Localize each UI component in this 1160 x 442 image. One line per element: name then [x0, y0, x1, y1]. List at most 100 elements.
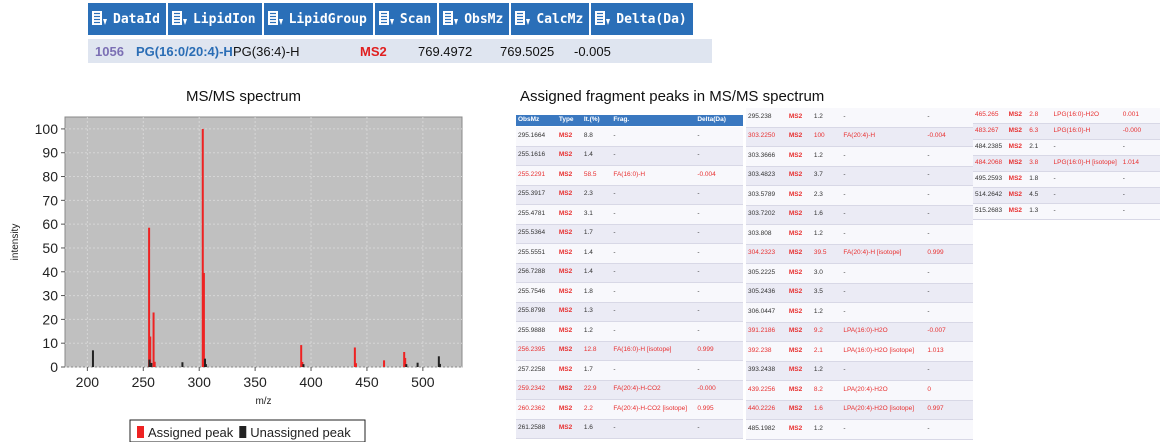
cell: 255.7546 — [518, 287, 546, 295]
cell: - — [927, 190, 930, 198]
y-tick-label: 40 — [42, 264, 58, 280]
icon-arrow — [278, 19, 283, 25]
cell: 1.2 — [583, 326, 593, 334]
fragment-row: 306.0447 MS2 1.2 - - — [746, 303, 973, 323]
cell: MS2 — [1008, 111, 1023, 118]
column-label: CalcMz — [536, 11, 584, 27]
cell: 0.999 — [927, 249, 944, 257]
cell: MS2 — [788, 151, 803, 159]
legend-label: Assigned peak — [148, 425, 234, 440]
fragment-row: 261.2588 MS2 1.6 - - — [516, 419, 743, 439]
cell: 0.997 — [927, 405, 944, 413]
column-header[interactable]: ObsMz — [439, 3, 510, 35]
sort-icon — [92, 11, 107, 25]
result-row: 1056 PG(16:0/20:4)-H PG(36:4)-H MS2 769.4972… — [88, 39, 712, 63]
cell: 295.1664 — [518, 131, 546, 139]
cell: 465.265 — [975, 111, 999, 118]
cell: - — [613, 151, 616, 159]
column-header: Frag. — [613, 116, 630, 123]
cell: 22.9 — [583, 385, 597, 393]
cell: 255.9888 — [518, 326, 546, 334]
cell: 2.8 — [1029, 111, 1039, 118]
cell: 260.2362 — [518, 404, 546, 412]
x-tick-label: 450 — [355, 374, 379, 390]
cell: 8.8 — [583, 131, 593, 139]
legend-swatch — [137, 426, 144, 438]
column-header[interactable]: CalcMz — [511, 3, 590, 35]
cell: - — [927, 151, 930, 159]
cell: MS2 — [788, 366, 803, 374]
cell: 2.3 — [813, 190, 823, 198]
legend-label: Unassigned peak — [250, 425, 351, 440]
y-tick-label: 70 — [42, 192, 58, 208]
fragment-row: 255.7546 MS2 1.8 - - — [516, 283, 743, 303]
cell: 259.2342 — [518, 385, 546, 393]
column-header[interactable]: Delta(Da) — [591, 3, 693, 35]
peak — [91, 350, 94, 367]
cell: - — [697, 229, 700, 237]
cell: LPA(16:0)-H2O — [843, 327, 888, 335]
x-tick-label: 500 — [411, 374, 435, 390]
peak — [204, 358, 207, 367]
spectrum-chart: MS/MS spectrum 0 10 20 30 40 50 60 70 80 90 100 200 2… — [10, 88, 463, 442]
fragment-row: 255.5364 MS2 1.7 - - — [516, 224, 743, 244]
cell: - — [1122, 191, 1125, 198]
peak — [353, 347, 356, 367]
fragment-row: 256.7288 MS2 1.4 - - — [516, 263, 743, 283]
cell: 1.6 — [813, 210, 823, 218]
cell: 261.2588 — [518, 424, 546, 432]
cell: 1.3 — [583, 307, 593, 315]
peak — [148, 227, 151, 367]
cell: - — [927, 268, 930, 276]
peak — [153, 361, 156, 367]
column-header[interactable]: DataId — [88, 3, 166, 35]
column-header[interactable]: Scan — [374, 3, 438, 35]
cell: 6.3 — [1029, 127, 1039, 134]
cell: 255.8798 — [518, 307, 546, 315]
cell: - — [843, 210, 846, 218]
cell: LPG(16:0)-H2O — [1053, 111, 1100, 118]
cell: MS2 — [558, 424, 573, 432]
cell: - — [927, 171, 930, 179]
cell: 484.2068 — [975, 159, 1003, 166]
cell: 3.8 — [1029, 159, 1039, 166]
cell: 1.4 — [583, 268, 593, 276]
cell: - — [697, 424, 700, 432]
cell: FA(20:4)-H-CO2 — [613, 385, 661, 393]
cell: 1.8 — [1029, 175, 1039, 182]
icon-arrow — [103, 19, 107, 25]
icon-box — [443, 11, 454, 25]
fragment-row: 259.2342 MS2 22.9 FA(20:4)-H-CO2 -0.000 — [516, 380, 743, 400]
fragment-row: 255.2291 MS2 58.5 FA(16:0)-H -0.004 — [516, 166, 743, 186]
cell: LPA(20:4)-H2O — [843, 385, 888, 393]
cell: - — [843, 190, 846, 198]
cell: 3.5 — [813, 288, 823, 296]
cell: MS2 — [558, 307, 573, 315]
fragment-row: 255.9888 MS2 1.2 - - — [516, 322, 743, 342]
column-header[interactable]: LipidGroup — [263, 3, 373, 35]
cell: - — [697, 287, 700, 295]
column-header: Delta(Da) — [697, 116, 726, 123]
cell: 769.5025 — [500, 44, 555, 59]
cell: 58.5 — [583, 170, 597, 178]
peak — [302, 364, 305, 367]
cell: MS2 — [788, 405, 803, 413]
cell: - — [697, 190, 700, 198]
cell: MS2 — [1008, 159, 1023, 166]
cell: 303.5789 — [748, 190, 776, 198]
cell: LPA(16:0)-H2O [isotope] — [843, 346, 915, 354]
cell: 439.2256 — [748, 385, 776, 393]
cell: 1.6 — [583, 424, 593, 432]
cell: 3.0 — [813, 268, 823, 276]
cell: 1.7 — [583, 365, 593, 373]
cell: - — [697, 131, 700, 139]
cell: PG(16:0/20:4)-H — [136, 44, 233, 59]
fragment-row: 303.2250 MS2 100 FA(20:4)-H -0.004 — [746, 127, 973, 147]
cell: PG(36:4)-H — [233, 44, 300, 59]
cell: 255.5551 — [518, 248, 546, 256]
column-header[interactable]: LipidIon — [167, 3, 262, 35]
icon-box — [171, 11, 182, 25]
icon-arrow — [182, 19, 187, 25]
fragment-row: 392.238 MS2 2.1 LPA(16:0)-H2O [isotope] 1.01… — [746, 342, 973, 362]
cell: -0.005 — [574, 44, 611, 59]
